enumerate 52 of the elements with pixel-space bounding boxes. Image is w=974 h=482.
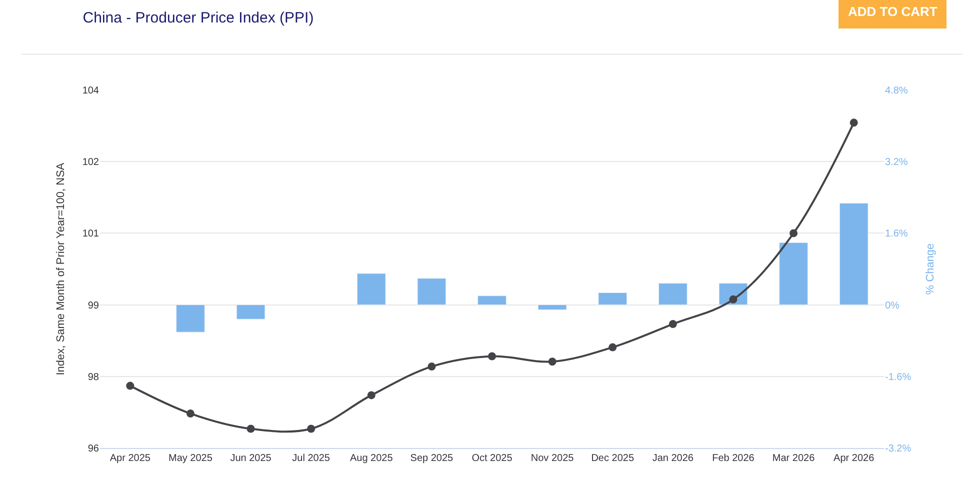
y-axis-title: Index, Same Month of Prior Year=100, NSA [54, 162, 67, 376]
point [126, 382, 134, 390]
y-tick-label: 96 [88, 444, 100, 454]
y2-tick-label: 0% [885, 300, 900, 312]
point [608, 343, 617, 352]
y-tick-label: 98 [88, 372, 100, 383]
y-tick-label: 101 [82, 228, 100, 240]
text: ADD TO CART [848, 4, 938, 19]
bar [839, 202, 868, 306]
x-tick-label: Apr 2025 [110, 453, 151, 464]
x-tick-label: May 2025 [168, 453, 213, 464]
bar [236, 304, 266, 320]
bar [417, 278, 446, 306]
x-tick-label: Feb 2026 [712, 453, 755, 464]
x-tick-label: Apr 2026 [834, 453, 875, 464]
y-tick-label: 102 [82, 157, 100, 168]
bar [478, 296, 506, 306]
bar [538, 304, 567, 310]
point [668, 320, 677, 328]
point [488, 352, 496, 360]
point [307, 424, 316, 433]
x-tick-label: Jan 2026 [652, 453, 694, 464]
point [428, 362, 436, 371]
bar [598, 292, 628, 306]
point [367, 391, 376, 400]
x-tick-label: Sep 2025 [410, 453, 454, 464]
y-tick-label: 99 [88, 300, 100, 312]
y2-tick-label: 3.2% [885, 157, 908, 168]
y2-axis-title: % Change [924, 243, 936, 295]
x-tick-label: Dec 2025 [591, 453, 634, 464]
x-tick-label: Nov 2025 [530, 453, 574, 464]
y2-tick-label: 4.8% [885, 86, 908, 96]
point [729, 295, 738, 304]
y-tick-label: 104 [82, 86, 100, 96]
x-tick-label: Jul 2025 [292, 453, 330, 464]
bar [658, 283, 688, 306]
x-tick-label: Mar 2026 [772, 453, 816, 464]
y2-tick-label: -3.2% [885, 444, 912, 454]
x-tick-label: Jun 2025 [230, 453, 272, 464]
point [186, 410, 194, 418]
y2-tick-label: 1.6% [885, 228, 908, 240]
point [548, 358, 556, 366]
chart-title: China - Producer Price Index (PPI) [82, 10, 314, 27]
point [790, 229, 798, 238]
bar [356, 273, 386, 306]
point [850, 118, 858, 127]
bar [779, 242, 808, 306]
y2-tick-label: -1.6% [885, 372, 912, 383]
bar [176, 304, 205, 332]
x-tick-label: Aug 2025 [350, 453, 394, 464]
point [246, 424, 255, 433]
x-tick-label: Oct 2025 [472, 453, 513, 464]
